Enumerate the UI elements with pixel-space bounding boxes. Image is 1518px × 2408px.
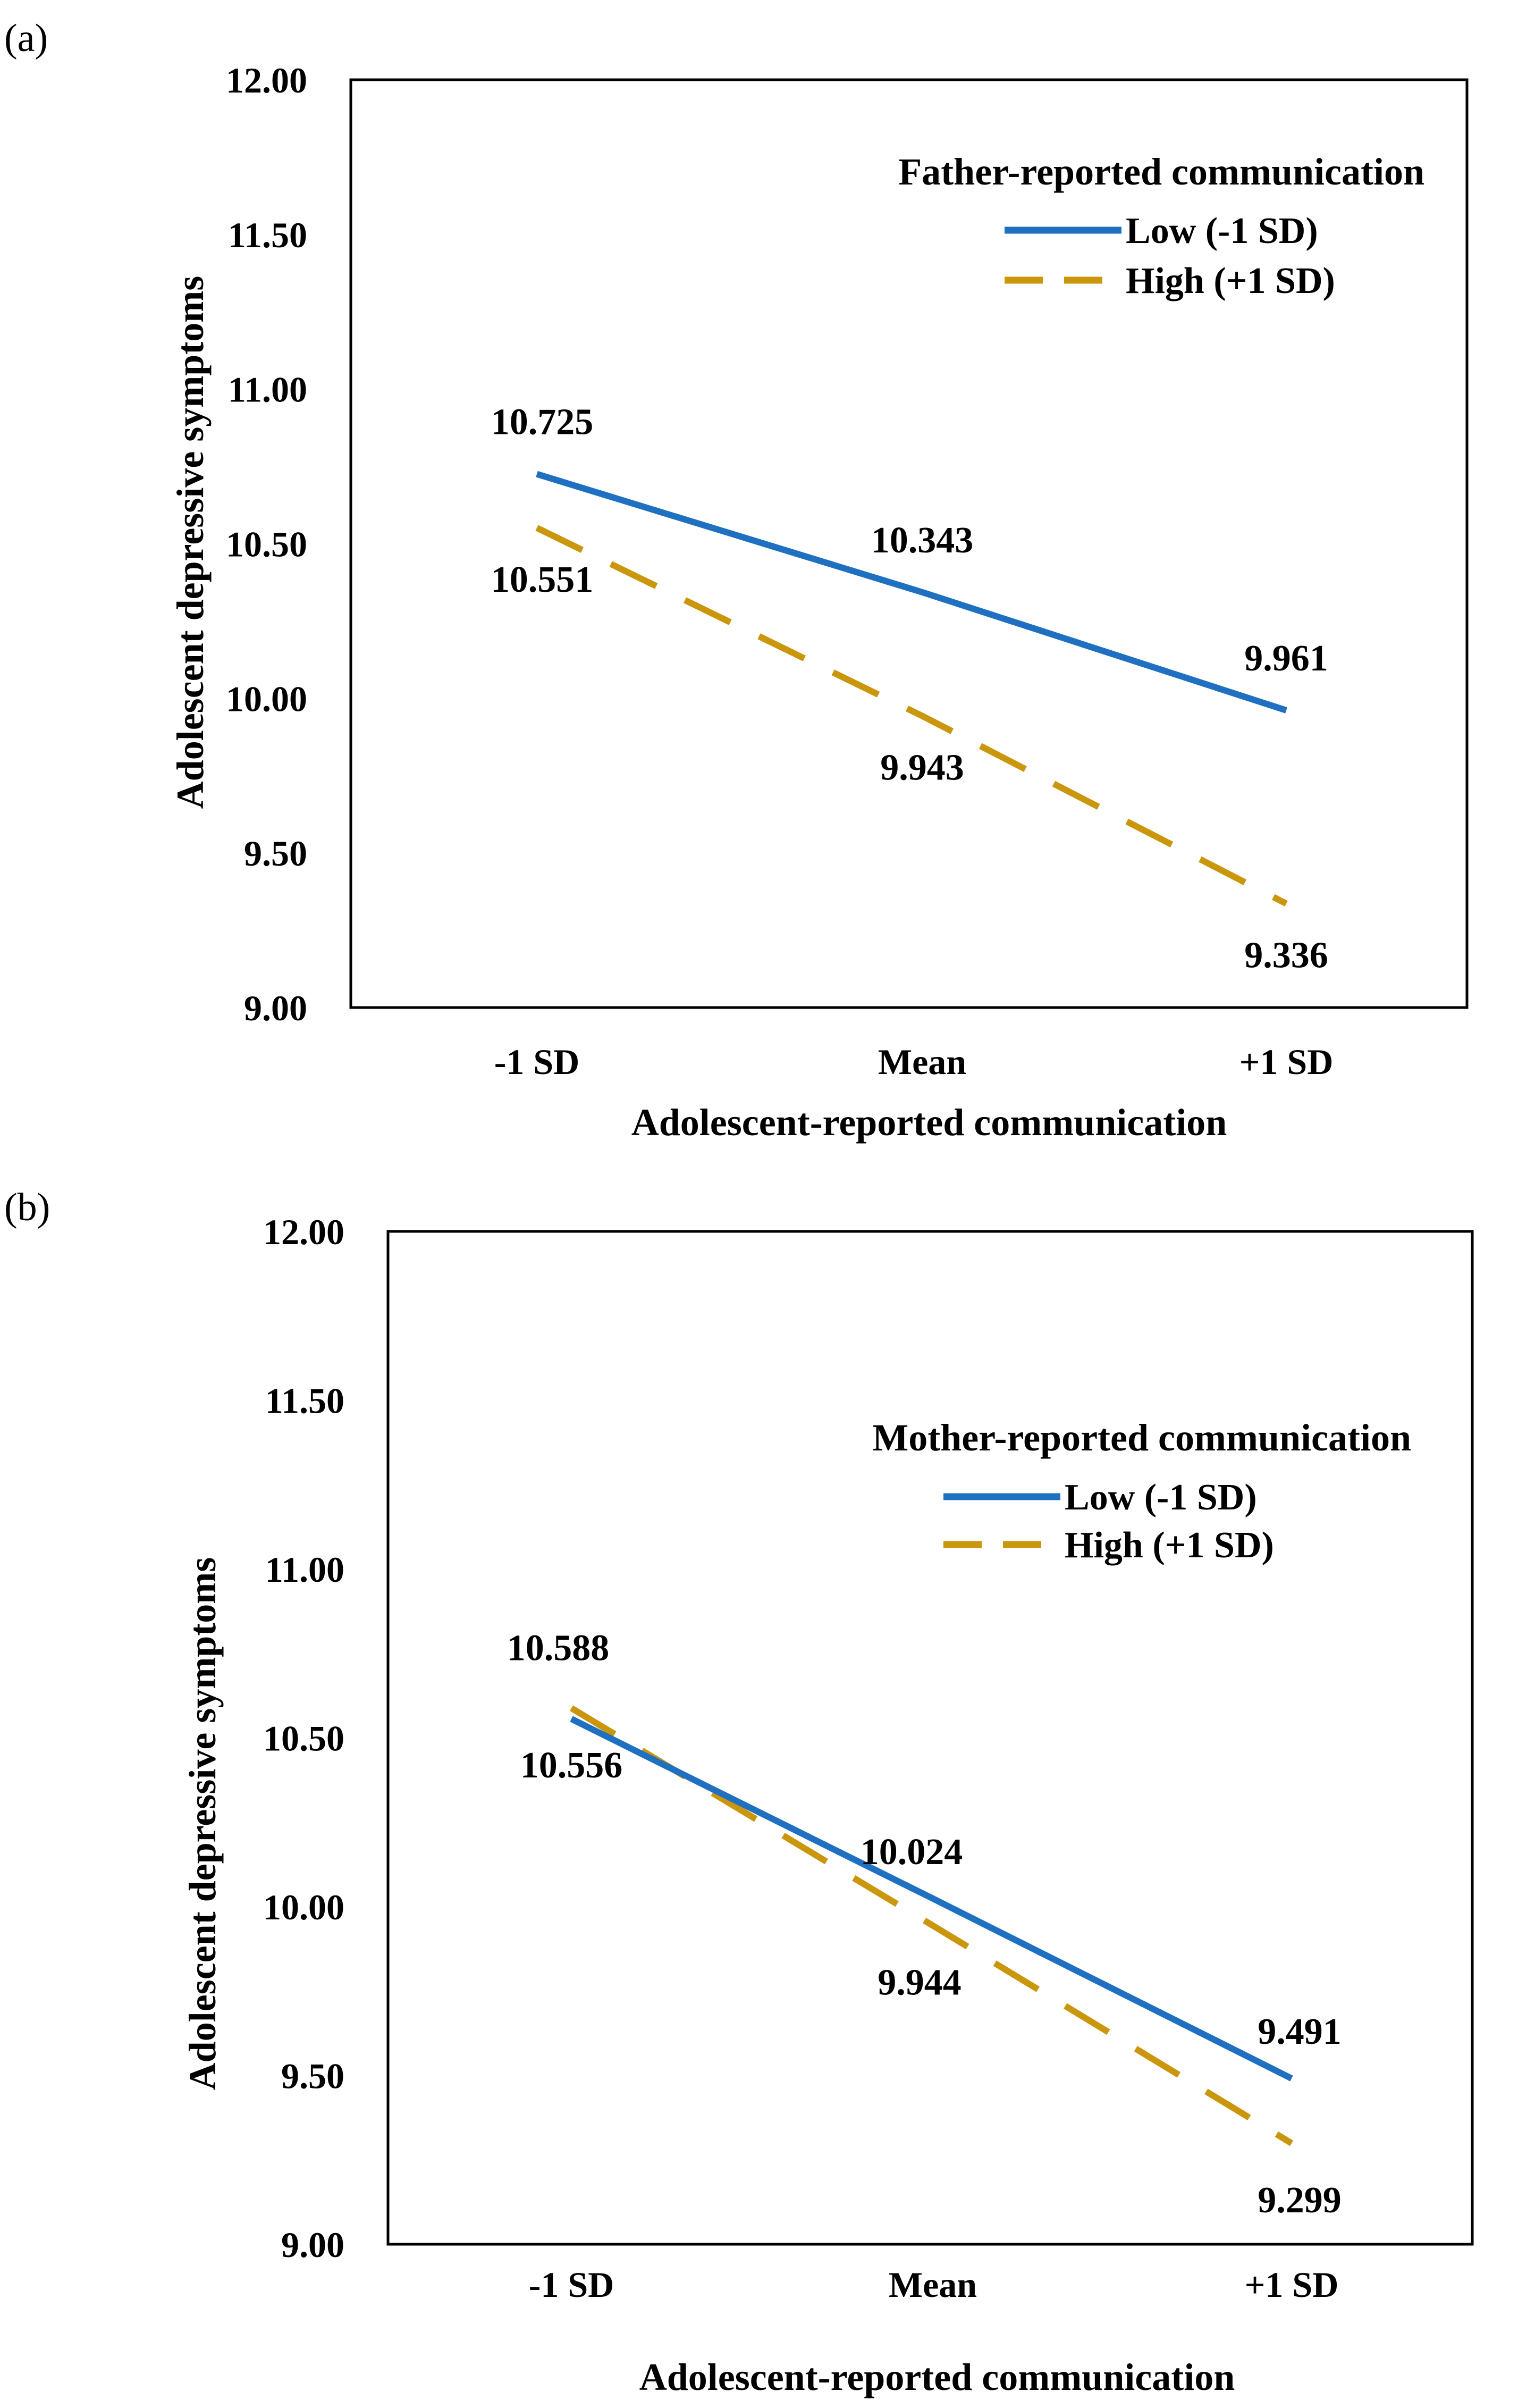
- data-label-low: 10.024: [861, 1832, 963, 1873]
- data-label-high: 9.336: [1244, 935, 1328, 976]
- panel-label: (b): [4, 1186, 50, 1229]
- x-tick-label: +1 SD: [1239, 1042, 1334, 1082]
- series-lines: [569, 1705, 1294, 2146]
- y-tick-label: 12.00: [226, 60, 307, 100]
- y-axis-title: Adolescent depressive symptoms: [181, 1557, 224, 2091]
- y-tick-label: 10.00: [226, 678, 307, 719]
- panel-b: (b) 12.00 11.50 11.00 10.50 10.00 9.50 9.00 -1…: [4, 1186, 1474, 2398]
- data-label-low: 10.343: [871, 520, 974, 561]
- y-tick-labels: 12.00 11.50 11.00 10.50 10.00 9.50 9.00: [263, 1212, 344, 2265]
- y-axis-title: Adolescent depressive symptoms: [169, 276, 212, 809]
- data-labels: 10.556 10.024 9.491 10.588 9.944 9.299: [507, 1628, 1342, 2221]
- data-label-high: 10.588: [507, 1628, 610, 1669]
- x-tick-label: -1 SD: [494, 1042, 580, 1082]
- legend-label-low: Low (-1 SD): [1065, 1477, 1257, 1518]
- x-tick-labels: -1 SD Mean +1 SD: [494, 1042, 1334, 1082]
- panel-a: (a) 12.00 11.50 11.00 10.50 10.00 9.50 9.00 -1…: [4, 16, 1469, 1144]
- data-label-low: 9.961: [1244, 638, 1328, 679]
- x-tick-label: Mean: [889, 2264, 977, 2305]
- panel-label: (a): [4, 16, 48, 60]
- y-tick-label: 12.00: [263, 1212, 344, 1252]
- series-line-high: [569, 1705, 1294, 2146]
- y-tick-label: 9.00: [244, 988, 307, 1028]
- plot-area: [349, 78, 1469, 1009]
- y-tick-label: 10.50: [263, 1718, 344, 1759]
- y-tick-labels: 12.00 11.50 11.00 10.50 10.00 9.50 9.00: [226, 60, 307, 1028]
- x-axis-title: Adolescent-reported communication: [631, 1101, 1227, 1144]
- x-tick-label: Mean: [878, 1042, 966, 1082]
- data-label-high: 9.943: [880, 747, 964, 788]
- data-label-low: 10.556: [520, 1745, 623, 1786]
- y-tick-label: 9.50: [244, 833, 307, 874]
- series-line-low: [536, 471, 1287, 714]
- series-lines: [535, 471, 1288, 907]
- data-label-high: 9.299: [1258, 2180, 1342, 2221]
- data-label-high: 9.944: [878, 1962, 962, 2003]
- legend-label-low: Low (-1 SD): [1126, 211, 1318, 251]
- data-label-low: 10.725: [491, 402, 594, 443]
- legend-label-high: High (+1 SD): [1126, 261, 1335, 301]
- y-tick-label: 10.00: [263, 1887, 344, 1927]
- y-tick-label: 10.50: [226, 524, 307, 565]
- data-labels: 10.725 10.343 9.961 10.551 9.943 9.336: [491, 402, 1328, 976]
- y-tick-label: 11.50: [265, 1381, 344, 1421]
- y-tick-label: 11.50: [228, 215, 307, 255]
- y-tick-label: 11.00: [228, 370, 307, 410]
- x-tick-label: +1 SD: [1245, 2264, 1339, 2305]
- x-axis-title: Adolescent-reported communication: [639, 2356, 1235, 2398]
- y-tick-label: 9.00: [281, 2225, 344, 2265]
- legend: Mother-reported communication Low (-1 SD…: [872, 1416, 1411, 1566]
- y-tick-label: 11.00: [265, 1549, 344, 1590]
- legend-title: Mother-reported communication: [872, 1416, 1411, 1459]
- data-label-high: 10.551: [491, 559, 594, 600]
- legend-title: Father-reported communication: [898, 150, 1424, 193]
- x-tick-labels: -1 SD Mean +1 SD: [529, 2264, 1339, 2305]
- legend-label-high: High (+1 SD): [1065, 1525, 1274, 1566]
- y-tick-label: 9.50: [281, 2056, 344, 2096]
- legend: Father-reported communication Low (-1 SD…: [898, 150, 1424, 301]
- series-line-low: [570, 1716, 1293, 2082]
- plot-area: [386, 1230, 1474, 2246]
- data-label-low: 9.491: [1258, 2011, 1342, 2052]
- series-line-high: [535, 525, 1288, 907]
- x-tick-label: -1 SD: [529, 2264, 614, 2305]
